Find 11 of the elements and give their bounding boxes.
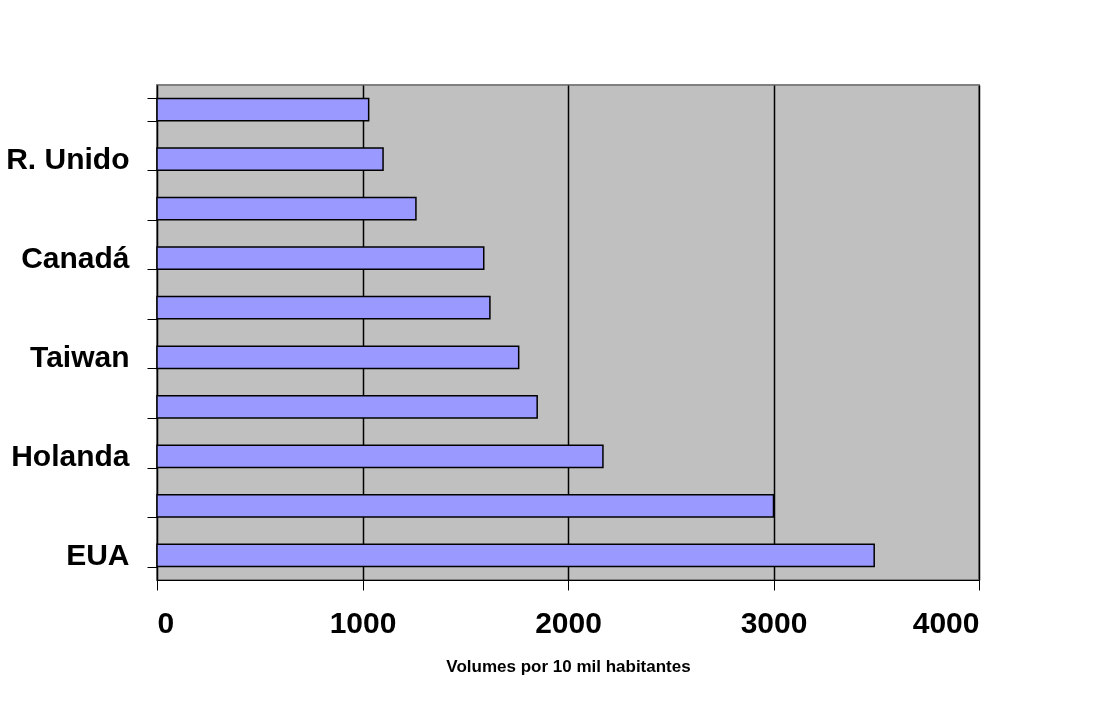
y-tick-label: Canadá — [21, 240, 130, 274]
y-tick-label: Holanda — [11, 438, 130, 472]
y-tick-label: EUA — [66, 537, 130, 571]
x-axis-title: Volumes por 10 mil habitantes — [446, 656, 691, 676]
x-tick-label: 3000 — [740, 605, 808, 639]
x-tick-label: 4000 — [912, 605, 980, 639]
y-tick-label: R. Unido — [6, 141, 130, 175]
y-tick-label: Taiwan — [30, 339, 130, 373]
x-tick-label: 2000 — [535, 605, 602, 639]
x-tick-label: 0 — [157, 605, 175, 639]
x-tick-label: 1000 — [329, 605, 397, 639]
